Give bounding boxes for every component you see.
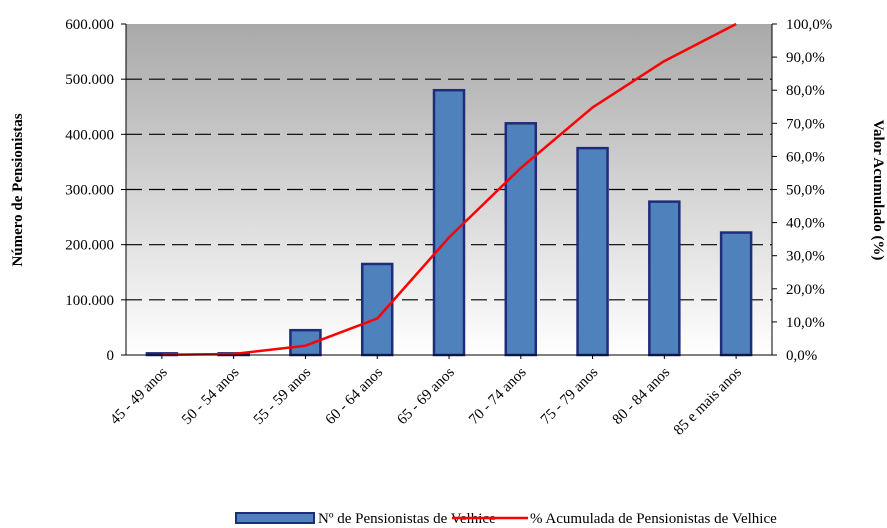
- y2-axis-ticks: 0,0% 10,0% 20,0% 30,0% 40,0% 50,0% 60,0% 70,0% 8…: [772, 17, 832, 364]
- y2-tick-label: 90,0%: [786, 50, 825, 66]
- y-axis-title: Número de Pensionistas: [10, 113, 26, 266]
- bar: [576, 146, 609, 357]
- legend-bar-label: Nº de Pensionistas de Velhice: [318, 511, 496, 527]
- x-tick-label: 80 - 84 anos: [610, 364, 674, 428]
- bar: [648, 200, 681, 357]
- y2-tick-label: 100,0%: [786, 17, 832, 33]
- x-tick-label: 55 - 59 anos: [251, 364, 315, 428]
- y-axis-ticks: 0 100.000 200.000 300.000 400.000 500.000 600.…: [65, 17, 126, 364]
- y-tick-label: 200.000: [65, 238, 114, 254]
- x-tick-label: 75 - 79 anos: [538, 364, 602, 428]
- y2-tick-label: 20,0%: [786, 282, 825, 298]
- y-tick-label: 500.000: [65, 72, 114, 88]
- y2-tick-label: 80,0%: [786, 83, 825, 99]
- y2-tick-label: 0,0%: [786, 348, 817, 364]
- legend-line-label: % Acumulada de Pensionistas de Velhice: [530, 511, 777, 527]
- y2-tick-label: 10,0%: [786, 315, 825, 331]
- x-axis-ticks: 45 - 49 anos 50 - 54 anos 55 - 59 anos 60 -…: [107, 355, 745, 439]
- x-tick-label: 60 - 64 anos: [323, 364, 387, 428]
- x-tick-label: 70 - 74 anos: [466, 364, 530, 428]
- y-tick-label: 400.000: [65, 127, 114, 143]
- y2-axis-title: Valor Acumulado (%): [870, 120, 886, 261]
- bar: [504, 122, 538, 357]
- legend-bar-swatch: [235, 512, 315, 524]
- y2-tick-label: 50,0%: [786, 183, 825, 199]
- x-tick-label: 50 - 54 anos: [179, 364, 243, 428]
- y2-tick-label: 30,0%: [786, 249, 825, 265]
- legend: Nº de Pensionistas de Velhice % Acumulad…: [235, 511, 777, 527]
- bar: [360, 262, 394, 357]
- bar: [432, 88, 466, 357]
- y-tick-label: 600.000: [65, 17, 114, 33]
- y2-tick-label: 60,0%: [786, 149, 825, 165]
- y-tick-label: 0: [107, 348, 115, 364]
- y-tick-label: 100.000: [65, 293, 114, 309]
- y-tick-label: 300.000: [65, 183, 114, 199]
- cumulative-line: [161, 22, 737, 356]
- y2-tick-label: 70,0%: [786, 116, 825, 132]
- x-tick-label: 45 - 49 anos: [107, 364, 171, 428]
- x-tick-label: 85 e mais anos: [671, 364, 745, 438]
- bar: [719, 231, 753, 357]
- bar-series: [145, 88, 753, 357]
- y2-tick-label: 40,0%: [786, 216, 825, 232]
- x-tick-label: 65 - 69 anos: [394, 364, 458, 428]
